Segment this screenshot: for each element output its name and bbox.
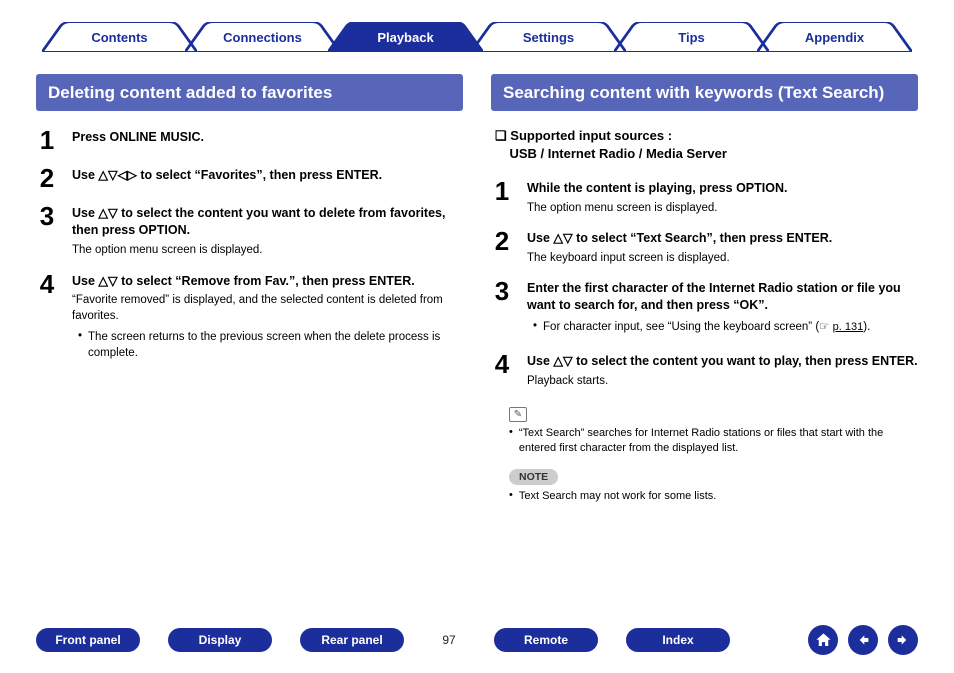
top-nav: Contents Connections Playback Settings T… <box>0 0 954 52</box>
r-step-4: 4 Use △▽ to select the content you want … <box>491 351 918 389</box>
prev-page-button[interactable] <box>848 625 878 655</box>
nav-icons <box>808 625 918 655</box>
step-2: 2 Use △▽◁▷ to select “Favorites”, then p… <box>36 165 463 191</box>
tab-label: Settings <box>471 22 626 52</box>
tip-text: “Text Search” searches for Internet Radi… <box>519 426 918 456</box>
tab-label: Contents <box>42 22 197 52</box>
step-number: 2 <box>491 228 513 266</box>
r-step-2: 2 Use △▽ to select “Text Search”, then p… <box>491 228 918 266</box>
tip-bullets: “Text Search” searches for Internet Radi… <box>509 426 918 456</box>
bottom-bar: Front panel Display Rear panel 97 Remote… <box>0 625 954 655</box>
r-step-3: 3 Enter the first character of the Inter… <box>491 278 918 338</box>
section-title-left: Deleting content added to favorites <box>36 74 463 111</box>
step-4: 4 Use △▽ to select “Remove from Fav.”, t… <box>36 271 463 365</box>
note-bullets: Text Search may not work for some lists. <box>509 489 918 504</box>
tab-settings[interactable]: Settings <box>477 22 620 52</box>
step-number: 1 <box>491 178 513 216</box>
step-bullets: The screen returns to the previous scree… <box>72 330 463 361</box>
home-button[interactable] <box>808 625 838 655</box>
step-desc: Playback starts. <box>527 374 918 390</box>
step-desc: The option menu screen is displayed. <box>527 201 918 217</box>
supported-sources: ❏ Supported input sources : USB / Intern… <box>495 127 914 163</box>
step-title: Use △▽ to select “Remove from Fav.”, the… <box>72 273 463 290</box>
step-number: 3 <box>36 203 58 258</box>
step-desc: “Favorite removed” is displayed, and the… <box>72 293 463 324</box>
step-title: Enter the first character of the Interne… <box>527 280 918 314</box>
step-3: 3 Use △▽ to select the content you want … <box>36 203 463 258</box>
index-button[interactable]: Index <box>626 628 730 652</box>
note-text: Text Search may not work for some lists. <box>519 489 716 504</box>
arrow-right-icon <box>895 632 911 648</box>
rear-panel-button[interactable]: Rear panel <box>300 628 404 652</box>
tab-label: Connections <box>185 22 340 52</box>
tab-tips[interactable]: Tips <box>620 22 763 52</box>
front-panel-button[interactable]: Front panel <box>36 628 140 652</box>
note-label: NOTE <box>509 469 558 485</box>
step-title: While the content is playing, press OPTI… <box>527 180 918 197</box>
arrow-left-icon <box>855 632 871 648</box>
page-number: 97 <box>432 633 466 647</box>
step-number: 1 <box>36 127 58 153</box>
supported-label: Supported input sources : <box>510 128 672 143</box>
pencil-icon: ✎ <box>509 407 527 422</box>
step-number: 4 <box>36 271 58 365</box>
step-number: 4 <box>491 351 513 389</box>
step-title: Use △▽ to select “Text Search”, then pre… <box>527 230 918 247</box>
bullet-text: The screen returns to the previous scree… <box>88 330 463 361</box>
tab-label: Playback <box>328 22 483 52</box>
display-button[interactable]: Display <box>168 628 272 652</box>
step-title: Use △▽◁▷ to select “Favorites”, then pre… <box>72 167 463 184</box>
right-column: Searching content with keywords (Text Se… <box>491 74 918 507</box>
step-desc: The option menu screen is displayed. <box>72 243 463 259</box>
content-columns: Deleting content added to favorites 1 Pr… <box>0 52 954 507</box>
tab-appendix[interactable]: Appendix <box>763 22 906 52</box>
tab-label: Tips <box>614 22 769 52</box>
step-title: Press ONLINE MUSIC. <box>72 129 463 146</box>
step-number: 2 <box>36 165 58 191</box>
remote-button[interactable]: Remote <box>494 628 598 652</box>
step-1: 1 Press ONLINE MUSIC. <box>36 127 463 153</box>
step-number: 3 <box>491 278 513 338</box>
supported-value: USB / Internet Radio / Media Server <box>509 146 726 161</box>
tab-playback[interactable]: Playback <box>334 22 477 52</box>
r-step-1: 1 While the content is playing, press OP… <box>491 178 918 216</box>
step-bullets: For character input, see “Using the keyb… <box>527 320 918 336</box>
bullet-text: For character input, see “Using the keyb… <box>543 320 870 336</box>
next-page-button[interactable] <box>888 625 918 655</box>
tab-contents[interactable]: Contents <box>48 22 191 52</box>
step-desc: The keyboard input screen is displayed. <box>527 251 918 267</box>
page-ref-link[interactable]: p. 131 <box>833 321 864 333</box>
section-title-right: Searching content with keywords (Text Se… <box>491 74 918 111</box>
home-icon <box>814 631 833 650</box>
left-column: Deleting content added to favorites 1 Pr… <box>36 74 463 507</box>
tab-connections[interactable]: Connections <box>191 22 334 52</box>
step-title: Use △▽ to select the content you want to… <box>72 205 463 239</box>
tab-label: Appendix <box>757 22 912 52</box>
step-title: Use △▽ to select the content you want to… <box>527 353 918 370</box>
